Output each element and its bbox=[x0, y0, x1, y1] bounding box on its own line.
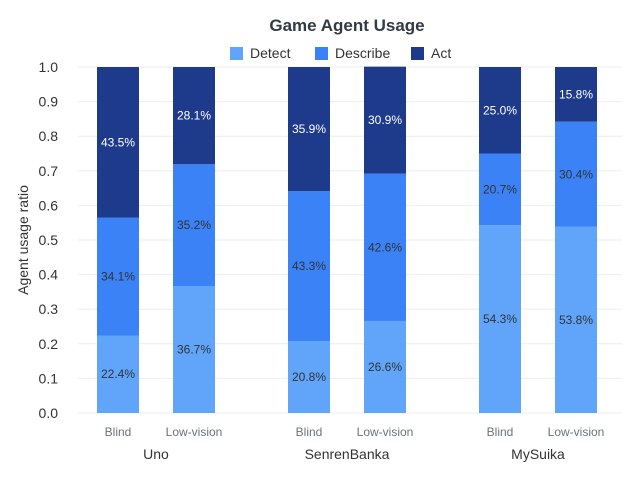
data-label: 43.3% bbox=[292, 259, 326, 273]
data-label: 15.8% bbox=[559, 87, 593, 101]
bar-describe-senrenbanka-low-vision bbox=[364, 173, 406, 321]
bar-act-uno-blind bbox=[97, 67, 139, 218]
y-tick-label: 0.2 bbox=[39, 336, 59, 352]
data-label: 54.3% bbox=[483, 312, 517, 326]
data-label: 43.5% bbox=[101, 135, 135, 149]
legend-label-detect: Detect bbox=[250, 45, 291, 61]
legend-label-act: Act bbox=[431, 45, 451, 61]
legend-swatch-act bbox=[411, 47, 424, 60]
legend-swatch-describe bbox=[315, 47, 328, 60]
data-label: 34.1% bbox=[101, 270, 135, 284]
y-tick-label: 0.9 bbox=[39, 94, 59, 110]
data-label: 22.4% bbox=[101, 367, 135, 381]
x-tick-label: Low-vision bbox=[357, 425, 414, 439]
group-label: MySuika bbox=[511, 446, 565, 462]
x-axis: Blind Low-vision Uno Blind Low-vision SenrenB… bbox=[105, 425, 605, 462]
y-tick-label: 0.6 bbox=[39, 197, 59, 213]
data-label: 25.0% bbox=[483, 103, 517, 117]
bar-describe-uno-low-vision bbox=[173, 164, 215, 287]
y-axis-label: Agent usage ratio bbox=[15, 185, 31, 295]
legend: Detect Describe Act bbox=[230, 45, 451, 61]
bars: 22.4% 34.1% 43.5% 36.7% 35.2% 28.1% 20.8% 43.3%… bbox=[97, 66, 597, 413]
x-tick-label: Low-vision bbox=[166, 425, 223, 439]
gridlines bbox=[78, 66, 622, 414]
y-tick-label: 1.0 bbox=[39, 59, 59, 75]
bar-describe-mysuika-blind bbox=[479, 153, 521, 226]
y-tick-label: 0.1 bbox=[39, 370, 59, 386]
bar-describe-mysuika-low-vision bbox=[555, 121, 597, 227]
bar-detect-uno-blind bbox=[97, 335, 139, 413]
group-label: Uno bbox=[143, 446, 169, 462]
data-label: 26.6% bbox=[368, 360, 402, 374]
data-label: 30.4% bbox=[559, 167, 593, 181]
data-label: 35.9% bbox=[292, 122, 326, 136]
x-tick-label: Blind bbox=[487, 425, 514, 439]
data-label: 28.1% bbox=[177, 109, 211, 123]
data-label: 30.9% bbox=[368, 113, 402, 127]
y-tick-label: 0.7 bbox=[39, 163, 59, 179]
x-tick-label: Blind bbox=[296, 425, 323, 439]
data-label: 20.7% bbox=[483, 182, 517, 196]
legend-swatch-detect bbox=[230, 47, 243, 60]
data-label: 36.7% bbox=[177, 343, 211, 357]
bar-describe-senrenbanka-blind bbox=[288, 191, 330, 342]
bar-detect-mysuika-blind bbox=[479, 225, 521, 413]
bar-detect-mysuika-low-vision bbox=[555, 226, 597, 413]
bar-detect-senrenbanka-low-vision bbox=[364, 320, 406, 413]
bar-detect-uno-low-vision bbox=[173, 286, 215, 413]
bar-describe-uno-blind bbox=[97, 217, 139, 336]
y-tick-label: 0.5 bbox=[39, 232, 59, 248]
data-label: 42.6% bbox=[368, 240, 402, 254]
bar-act-mysuika-blind bbox=[479, 67, 521, 154]
data-label: 20.8% bbox=[292, 370, 326, 384]
x-tick-label: Blind bbox=[105, 425, 132, 439]
bar-act-mysuika-low-vision bbox=[555, 67, 597, 122]
bar-act-senrenbanka-blind bbox=[288, 67, 330, 192]
y-tick-label: 0.8 bbox=[39, 128, 59, 144]
legend-label-describe: Describe bbox=[335, 45, 390, 61]
bar-detect-senrenbanka-blind bbox=[288, 341, 330, 413]
group-label: SenrenBanka bbox=[305, 446, 390, 462]
y-tick-label: 0.4 bbox=[39, 267, 59, 283]
y-tick-label: 0.3 bbox=[39, 301, 59, 317]
y-axis: 0.0 0.1 0.2 0.3 0.4 0.5 0.6 0.7 0.8 0.9 1.0 bbox=[39, 59, 59, 421]
y-tick-label: 0.0 bbox=[39, 405, 59, 421]
bar-act-senrenbanka-low-vision bbox=[364, 66, 406, 174]
chart-title: Game Agent Usage bbox=[269, 16, 424, 35]
bar-act-uno-low-vision bbox=[173, 67, 215, 165]
data-label: 53.8% bbox=[559, 313, 593, 327]
x-tick-label: Low-vision bbox=[548, 425, 605, 439]
data-label: 35.2% bbox=[177, 218, 211, 232]
